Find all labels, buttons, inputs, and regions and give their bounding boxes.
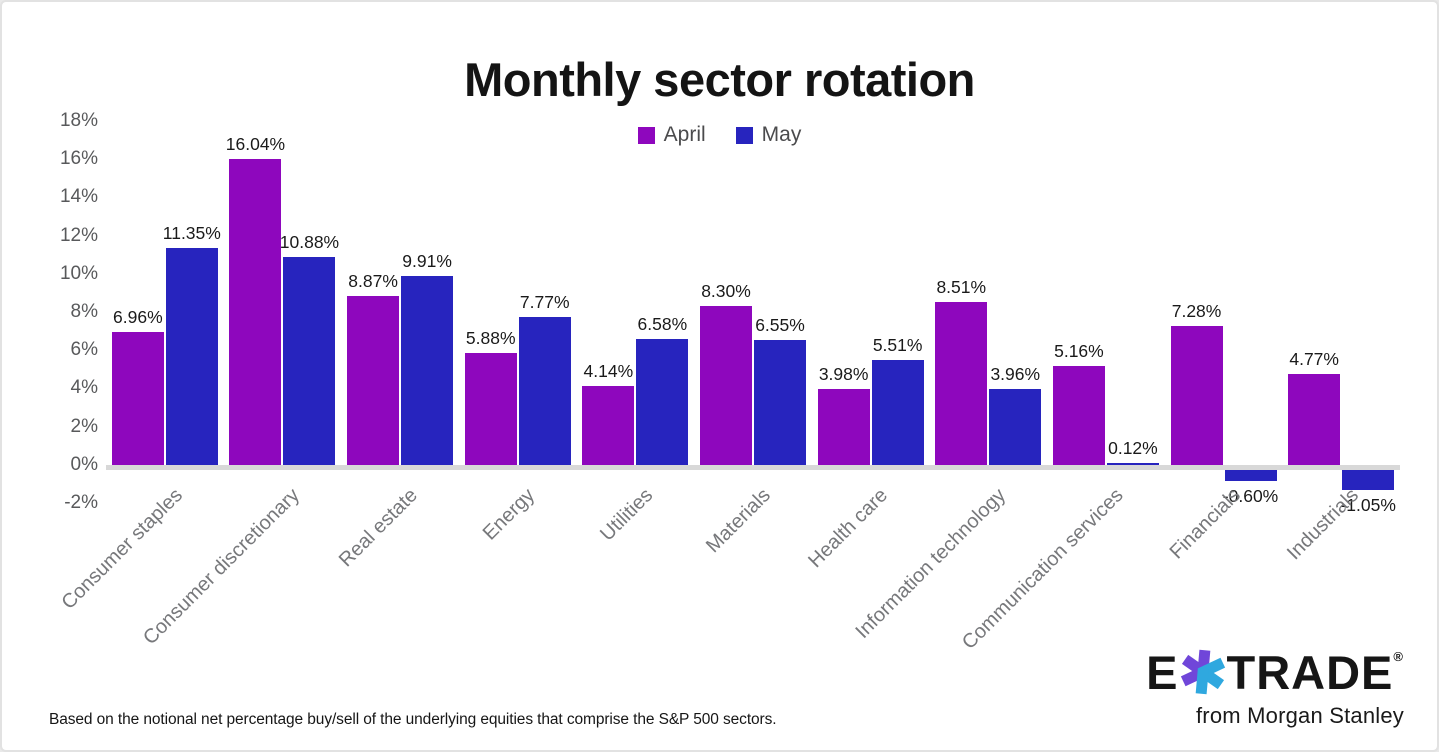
value-label: 6.96%: [113, 307, 163, 327]
bar-may-0: [165, 248, 218, 465]
y-axis-label: 0%: [70, 453, 98, 475]
branding-block: E TRADE ® from Morgan Stanley: [1146, 647, 1404, 729]
morgan-stanley-tagline: from Morgan Stanley: [1196, 703, 1404, 728]
x-axis-label: Utilities: [596, 484, 658, 546]
x-axis-label: Real estate: [334, 484, 422, 572]
legend-item-may: May: [735, 123, 802, 147]
y-axis-label: 12%: [59, 224, 98, 246]
value-label: 11.35%: [162, 223, 221, 243]
bar-may-7: [989, 389, 1042, 465]
x-axis-label-box: Materials: [507, 481, 775, 557]
y-axis-label: 8%: [70, 301, 98, 322]
value-label: -1.05%: [1340, 495, 1396, 515]
x-axis-label: Materials: [701, 484, 775, 558]
y-axis-label: 16%: [59, 148, 98, 170]
x-axis-label-box: Energy: [272, 481, 539, 544]
bar-april-10: [1288, 374, 1341, 465]
y-axis-label: -2%: [64, 492, 98, 513]
x-axis-label: Information technology: [851, 484, 1011, 643]
y-axis-label: 18%: [59, 110, 98, 131]
value-label: 0.12%: [1108, 438, 1158, 458]
value-label: 8.87%: [348, 271, 398, 291]
bar-april-0: [111, 332, 164, 465]
bar-april-4: [582, 386, 635, 465]
bar-april-2: [347, 296, 400, 465]
x-axis-label-box: Health care: [625, 481, 893, 572]
value-label: 6.58%: [637, 314, 688, 334]
bar-may-1: [283, 257, 336, 465]
value-label: 3.98%: [818, 364, 869, 384]
bar-may-6: [871, 360, 924, 465]
value-label: 7.28%: [1171, 301, 1222, 321]
value-label: 4.77%: [1289, 349, 1339, 369]
bar-may-10: [1342, 470, 1395, 490]
value-label: 3.96%: [990, 364, 1041, 384]
bar-may-5: [754, 340, 806, 465]
legend-label: April: [663, 123, 706, 146]
x-axis-label-box: Real estate: [154, 481, 422, 571]
y-axis-label: 10%: [59, 262, 98, 284]
value-label: 8.30%: [701, 281, 751, 301]
bar-may-3: [518, 317, 571, 465]
etrade-star-icon: [1180, 649, 1225, 695]
x-axis-label-box: Communication services: [860, 481, 1128, 654]
value-label: 5.51%: [872, 335, 923, 355]
x-axis-label: Communication services: [958, 484, 1128, 654]
value-label: 6.55%: [755, 315, 805, 335]
bar-may-2: [401, 276, 454, 465]
bar-april-8: [1052, 366, 1105, 465]
plot-area: 6.96% 11.35% Consumer staples 16.04% 10.88% C…: [57, 121, 1400, 654]
x-axis-label-box: Utilities: [389, 481, 657, 545]
legend-swatch-april: [637, 126, 655, 144]
bar-april-3: [464, 353, 517, 465]
value-label: -0.60%: [1222, 486, 1279, 506]
y-axis-label: 6%: [70, 339, 98, 361]
bar-april-1: [229, 159, 282, 465]
value-label: 8.51%: [936, 277, 987, 297]
y-axis-label: 4%: [70, 377, 98, 399]
x-axis-label: Energy: [479, 484, 540, 545]
value-label: 5.88%: [465, 328, 516, 348]
value-label: 4.14%: [583, 361, 634, 381]
x-axis-label: Consumer discretionary: [139, 484, 305, 650]
legend-item-april: April: [637, 123, 706, 147]
value-label: 16.04%: [225, 134, 286, 154]
y-axis-label: 2%: [70, 415, 98, 437]
zero-baseline: [106, 465, 1400, 470]
footnote: Based on the notional net percentage buy…: [49, 711, 777, 728]
value-label: 9.91%: [402, 251, 452, 271]
etrade-star-right: [1195, 657, 1225, 695]
chart-title: Monthly sector rotation: [464, 53, 975, 106]
etrade-logo-e: E: [1146, 646, 1179, 699]
value-label: 5.16%: [1054, 341, 1104, 361]
x-axis-label: Health care: [804, 484, 893, 573]
bar-april-6: [817, 389, 870, 465]
registered-trademark-symbol: ®: [1393, 649, 1404, 664]
etrade-logo: E TRADE ®: [1146, 647, 1404, 699]
value-label: 10.88%: [279, 232, 340, 252]
y-axis-label: 14%: [59, 186, 98, 208]
bar-may-4: [636, 339, 689, 465]
bar-april-9: [1170, 326, 1223, 465]
etrade-logo-trade: TRADE: [1226, 646, 1394, 699]
bar-april-7: [935, 302, 988, 465]
chart-legend: April May: [2, 123, 1437, 147]
x-axis-label-box: Information technology: [742, 481, 1010, 643]
bar-may-8: [1106, 463, 1159, 465]
bar-april-5: [700, 306, 752, 465]
legend-label: May: [761, 123, 802, 146]
legend-swatch-may: [735, 126, 753, 144]
x-axis-label-box: Financials: [978, 481, 1245, 563]
bar-may-9: [1224, 470, 1277, 481]
value-label: 7.77%: [519, 292, 570, 312]
